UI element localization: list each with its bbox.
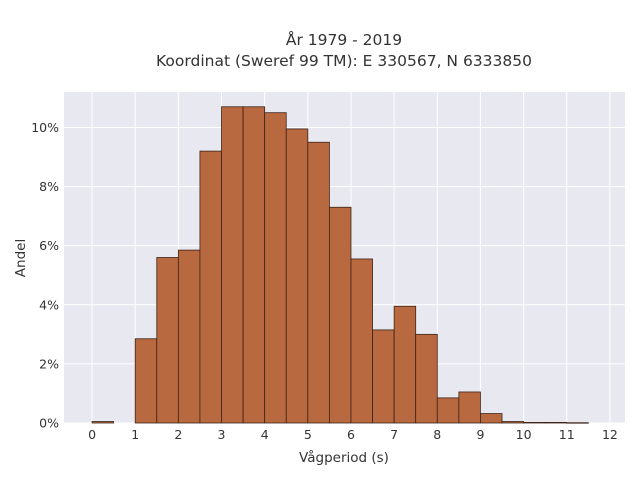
- x-tick-label: 6: [347, 427, 355, 442]
- x-tick-label: 4: [261, 427, 269, 442]
- histogram-bar: [91, 421, 115, 424]
- chart-title-line-1: År 1979 - 2019: [286, 30, 402, 49]
- x-tick-label: 5: [304, 427, 312, 442]
- x-tick-label: 3: [218, 427, 226, 442]
- x-tick-label: 1: [131, 427, 139, 442]
- histogram-bar: [393, 305, 417, 424]
- histogram-bar: [177, 249, 201, 424]
- histogram-bar: [328, 206, 352, 424]
- histogram-bar: [372, 329, 395, 424]
- histogram-bar: [242, 106, 266, 424]
- x-tick-label: 0: [88, 427, 96, 442]
- y-tick-label: 10%: [31, 120, 59, 135]
- chart-title-line-2: Koordinat (Sweref 99 TM): E 330567, N 63…: [156, 52, 532, 70]
- x-axis-ticks: 0 1 2 3 4 5 6 7 8 9 10 11 12: [88, 427, 618, 442]
- histogram-bar: [415, 333, 438, 424]
- histogram-bar: [264, 112, 287, 424]
- y-tick-label: 6%: [39, 238, 59, 253]
- histogram-bar: [199, 150, 222, 424]
- x-tick-label: 2: [174, 427, 182, 442]
- x-axis-label: Vågperiod (s): [299, 449, 389, 466]
- y-tick-label: 4%: [39, 297, 59, 312]
- y-tick-label: 2%: [39, 356, 59, 371]
- x-tick-label: 7: [390, 427, 398, 442]
- histogram-bar: [285, 128, 309, 424]
- histogram-bars: [91, 106, 589, 424]
- x-tick-label: 9: [476, 427, 484, 442]
- y-axis-label: Andel: [13, 239, 29, 277]
- histogram-bar: [544, 422, 568, 424]
- y-tick-label: 8%: [39, 179, 59, 194]
- histogram-bar: [134, 338, 158, 424]
- histogram-bar: [307, 141, 330, 424]
- y-tick-label: 0%: [39, 416, 59, 431]
- histogram-bar: [156, 257, 179, 424]
- histogram-bar: [458, 391, 481, 424]
- y-axis-ticks: 0% 2% 4% 6% 8% 10%: [31, 120, 59, 431]
- histogram-bar: [523, 422, 546, 424]
- histogram-bar: [501, 421, 524, 424]
- x-tick-label: 8: [433, 427, 441, 442]
- histogram-bar: [566, 422, 589, 424]
- histogram-bar: [221, 106, 244, 424]
- histogram-bar: [480, 413, 503, 424]
- x-tick-label: 10: [516, 427, 532, 442]
- histogram-bar: [350, 258, 373, 424]
- x-tick-label: 12: [602, 427, 618, 442]
- histogram-bar: [436, 397, 460, 424]
- x-tick-label: 11: [559, 427, 575, 442]
